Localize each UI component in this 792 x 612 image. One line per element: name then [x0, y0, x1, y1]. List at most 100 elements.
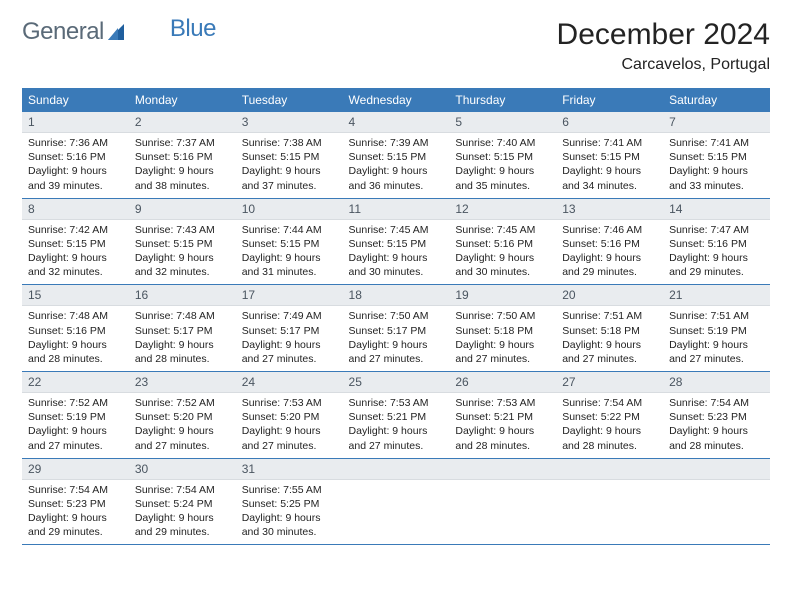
daylight1-line: Daylight: 9 hours: [455, 251, 550, 265]
weekday-header: Sunday Monday Tuesday Wednesday Thursday…: [22, 88, 770, 112]
day-cell: 14Sunrise: 7:47 AMSunset: 5:16 PMDayligh…: [663, 198, 770, 285]
day-number: 20: [556, 285, 663, 306]
day-number: 30: [129, 459, 236, 480]
sunrise-line: Sunrise: 7:39 AM: [349, 136, 444, 150]
sunset-line: Sunset: 5:15 PM: [349, 150, 444, 164]
day-content: Sunrise: 7:52 AMSunset: 5:19 PMDaylight:…: [22, 393, 129, 458]
daylight2-line: and 28 minutes.: [455, 439, 550, 453]
daylight2-line: and 27 minutes.: [349, 352, 444, 366]
day-content: Sunrise: 7:44 AMSunset: 5:15 PMDaylight:…: [236, 220, 343, 285]
sunset-line: Sunset: 5:18 PM: [562, 324, 657, 338]
daylight2-line: and 30 minutes.: [349, 265, 444, 279]
day-cell: 20Sunrise: 7:51 AMSunset: 5:18 PMDayligh…: [556, 285, 663, 372]
weekday-friday: Friday: [556, 88, 663, 112]
sunset-line: Sunset: 5:15 PM: [455, 150, 550, 164]
sunrise-line: Sunrise: 7:36 AM: [28, 136, 123, 150]
day-content: Sunrise: 7:53 AMSunset: 5:20 PMDaylight:…: [236, 393, 343, 458]
day-cell: 4Sunrise: 7:39 AMSunset: 5:15 PMDaylight…: [343, 112, 450, 198]
day-number: 7: [663, 112, 770, 133]
daylight1-line: Daylight: 9 hours: [242, 424, 337, 438]
day-content: Sunrise: 7:41 AMSunset: 5:15 PMDaylight:…: [663, 133, 770, 198]
day-cell: 30Sunrise: 7:54 AMSunset: 5:24 PMDayligh…: [129, 458, 236, 545]
sunset-line: Sunset: 5:20 PM: [135, 410, 230, 424]
day-number: 22: [22, 372, 129, 393]
sunset-line: Sunset: 5:16 PM: [28, 150, 123, 164]
sunset-line: Sunset: 5:17 PM: [242, 324, 337, 338]
day-cell: 15Sunrise: 7:48 AMSunset: 5:16 PMDayligh…: [22, 285, 129, 372]
day-number: 2: [129, 112, 236, 133]
sunset-line: Sunset: 5:15 PM: [242, 150, 337, 164]
daylight1-line: Daylight: 9 hours: [562, 424, 657, 438]
location: Carcavelos, Portugal: [557, 56, 770, 74]
day-content: Sunrise: 7:48 AMSunset: 5:17 PMDaylight:…: [129, 306, 236, 371]
day-number: [663, 459, 770, 480]
calendar-table: Sunday Monday Tuesday Wednesday Thursday…: [22, 88, 770, 545]
day-content: Sunrise: 7:47 AMSunset: 5:16 PMDaylight:…: [663, 220, 770, 285]
day-content: Sunrise: 7:54 AMSunset: 5:23 PMDaylight:…: [663, 393, 770, 458]
daylight1-line: Daylight: 9 hours: [28, 164, 123, 178]
day-number: 14: [663, 199, 770, 220]
day-content: Sunrise: 7:42 AMSunset: 5:15 PMDaylight:…: [22, 220, 129, 285]
week-row: 29Sunrise: 7:54 AMSunset: 5:23 PMDayligh…: [22, 458, 770, 545]
day-number: 3: [236, 112, 343, 133]
daylight2-line: and 33 minutes.: [669, 179, 764, 193]
sunset-line: Sunset: 5:23 PM: [669, 410, 764, 424]
weekday-saturday: Saturday: [663, 88, 770, 112]
sunset-line: Sunset: 5:15 PM: [562, 150, 657, 164]
daylight1-line: Daylight: 9 hours: [349, 251, 444, 265]
month-title: December 2024: [557, 18, 770, 52]
sunset-line: Sunset: 5:15 PM: [135, 237, 230, 251]
daylight2-line: and 31 minutes.: [242, 265, 337, 279]
daylight1-line: Daylight: 9 hours: [135, 251, 230, 265]
day-cell: [663, 458, 770, 545]
day-content: [556, 480, 663, 542]
week-row: 1Sunrise: 7:36 AMSunset: 5:16 PMDaylight…: [22, 112, 770, 198]
day-number: 1: [22, 112, 129, 133]
day-cell: 16Sunrise: 7:48 AMSunset: 5:17 PMDayligh…: [129, 285, 236, 372]
day-number: 16: [129, 285, 236, 306]
day-number: 4: [343, 112, 450, 133]
daylight1-line: Daylight: 9 hours: [562, 338, 657, 352]
daylight2-line: and 29 minutes.: [135, 525, 230, 539]
sunrise-line: Sunrise: 7:49 AM: [242, 309, 337, 323]
day-content: Sunrise: 7:39 AMSunset: 5:15 PMDaylight:…: [343, 133, 450, 198]
day-content: Sunrise: 7:46 AMSunset: 5:16 PMDaylight:…: [556, 220, 663, 285]
sunrise-line: Sunrise: 7:44 AM: [242, 223, 337, 237]
day-content: [343, 480, 450, 542]
daylight2-line: and 39 minutes.: [28, 179, 123, 193]
day-number: 19: [449, 285, 556, 306]
day-number: 21: [663, 285, 770, 306]
day-number: 13: [556, 199, 663, 220]
day-cell: 12Sunrise: 7:45 AMSunset: 5:16 PMDayligh…: [449, 198, 556, 285]
daylight1-line: Daylight: 9 hours: [28, 338, 123, 352]
sunset-line: Sunset: 5:16 PM: [669, 237, 764, 251]
weekday-tuesday: Tuesday: [236, 88, 343, 112]
day-cell: 1 Sunrise: 7:36 AMSunset: 5:16 PMDaylight…: [22, 112, 129, 198]
day-number: 15: [22, 285, 129, 306]
sunrise-line: Sunrise: 7:52 AM: [135, 396, 230, 410]
sunset-line: Sunset: 5:22 PM: [562, 410, 657, 424]
sunrise-line: Sunrise: 7:54 AM: [135, 483, 230, 497]
day-content: Sunrise: 7:53 AMSunset: 5:21 PMDaylight:…: [449, 393, 556, 458]
sunrise-line: Sunrise: 7:45 AM: [455, 223, 550, 237]
sail-icon: [106, 22, 126, 42]
sunrise-line: Sunrise: 7:37 AM: [135, 136, 230, 150]
day-content: Sunrise: 7:41 AMSunset: 5:15 PMDaylight:…: [556, 133, 663, 198]
day-number: 17: [236, 285, 343, 306]
sunset-line: Sunset: 5:16 PM: [455, 237, 550, 251]
day-cell: 29Sunrise: 7:54 AMSunset: 5:23 PMDayligh…: [22, 458, 129, 545]
sunrise-line: Sunrise: 7:55 AM: [242, 483, 337, 497]
daylight1-line: Daylight: 9 hours: [28, 251, 123, 265]
day-number: [449, 459, 556, 480]
sunrise-line: Sunrise: 7:47 AM: [669, 223, 764, 237]
daylight2-line: and 27 minutes.: [242, 439, 337, 453]
day-cell: 25Sunrise: 7:53 AMSunset: 5:21 PMDayligh…: [343, 372, 450, 459]
daylight1-line: Daylight: 9 hours: [455, 338, 550, 352]
day-cell: 23Sunrise: 7:52 AMSunset: 5:20 PMDayligh…: [129, 372, 236, 459]
day-number: 31: [236, 459, 343, 480]
daylight2-line: and 27 minutes.: [135, 439, 230, 453]
daylight2-line: and 27 minutes.: [669, 352, 764, 366]
day-cell: 13Sunrise: 7:46 AMSunset: 5:16 PMDayligh…: [556, 198, 663, 285]
daylight1-line: Daylight: 9 hours: [135, 164, 230, 178]
daylight1-line: Daylight: 9 hours: [669, 338, 764, 352]
